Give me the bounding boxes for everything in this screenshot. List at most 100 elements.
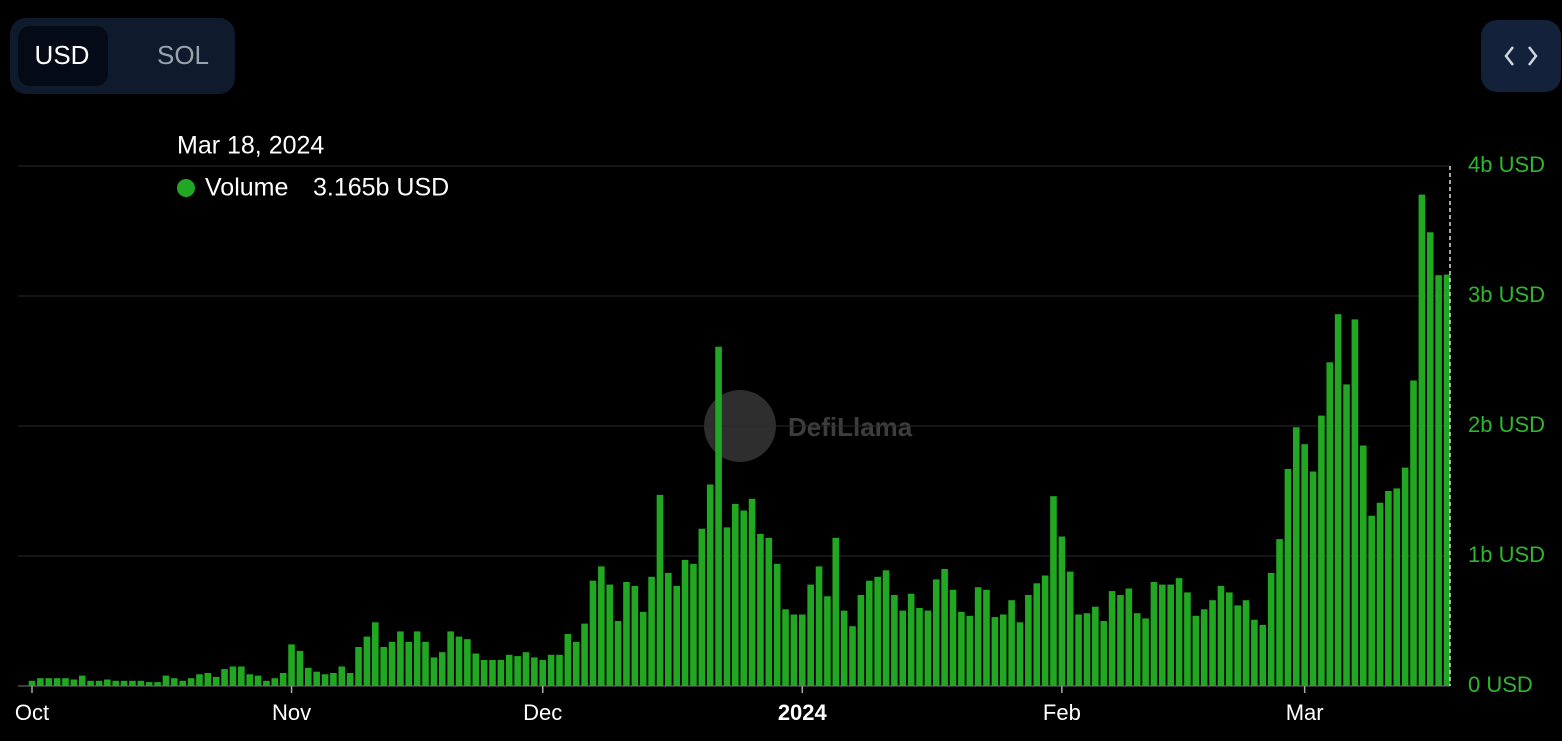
bar [1092, 606, 1099, 686]
bar [790, 614, 798, 686]
bar [162, 675, 170, 686]
bar [1226, 592, 1233, 686]
toggle-option[interactable]: SOL [157, 40, 209, 70]
bar [1318, 415, 1325, 686]
bar [757, 533, 764, 686]
bar [1376, 502, 1384, 686]
bar [238, 666, 245, 686]
y-tick-label: 3b USD [1468, 282, 1545, 307]
bar [37, 678, 44, 686]
tooltip-series: Volume [205, 174, 288, 202]
bar [1242, 600, 1250, 686]
toggle-selected[interactable] [18, 26, 108, 86]
tooltip-value: 3.165b USD [313, 174, 449, 202]
bar [916, 608, 923, 686]
bar [497, 660, 505, 686]
bar [1050, 496, 1057, 686]
bar [564, 634, 572, 686]
bar [1359, 445, 1367, 686]
bar [464, 639, 471, 686]
bar [28, 680, 36, 686]
bar [1192, 615, 1200, 686]
bar [882, 570, 890, 686]
bar [991, 617, 999, 686]
bar [1443, 274, 1451, 686]
bar [1159, 584, 1166, 686]
bar [832, 537, 840, 686]
bar [1309, 471, 1317, 686]
bar [665, 572, 672, 686]
bar [1426, 232, 1434, 687]
bar [78, 675, 86, 686]
x-tick-label: Feb [1043, 700, 1081, 725]
bar [355, 647, 362, 686]
tooltip-title: Mar 18, 2024 [177, 132, 324, 160]
bar [196, 674, 203, 686]
bar [1418, 194, 1426, 686]
bar [857, 595, 865, 686]
y-tick-label: 4b USD [1468, 152, 1545, 177]
bar [1150, 582, 1158, 686]
bar [740, 510, 747, 686]
bar [254, 675, 262, 686]
bar [874, 576, 881, 686]
bar [137, 680, 145, 686]
bar [120, 680, 128, 686]
x-tick-label: Dec [523, 700, 562, 725]
bar [924, 610, 932, 686]
bar [279, 673, 287, 686]
bar [1167, 584, 1174, 686]
bar [1033, 583, 1041, 686]
bar [698, 528, 706, 686]
bar [1008, 600, 1015, 686]
bar [765, 537, 773, 686]
bar [782, 609, 789, 686]
bar [681, 559, 689, 686]
bar [1276, 539, 1283, 686]
bar [614, 621, 622, 686]
bar [1016, 622, 1024, 686]
bar [748, 498, 756, 686]
bar [1410, 380, 1417, 686]
bar [1326, 362, 1334, 686]
bar [363, 636, 371, 686]
bar [70, 679, 78, 686]
bar [1267, 572, 1275, 686]
bar [129, 680, 136, 686]
bar [489, 660, 496, 686]
bar [1125, 588, 1133, 686]
bar [732, 504, 739, 686]
bar [271, 678, 279, 686]
bar [1385, 491, 1392, 686]
bar [531, 657, 538, 686]
bar [1284, 468, 1292, 686]
bar [891, 595, 898, 686]
bar [1025, 595, 1032, 686]
bar [1200, 609, 1208, 686]
embed-button[interactable] [1481, 20, 1561, 92]
bar [1075, 614, 1082, 686]
bar [547, 654, 555, 686]
bar [522, 652, 530, 686]
bar [715, 346, 722, 686]
bar [229, 666, 237, 686]
toggle-option[interactable]: USD [35, 40, 90, 70]
bar [187, 678, 195, 686]
bar [1334, 314, 1342, 686]
bar [87, 680, 94, 686]
bar [305, 667, 312, 686]
bar [1117, 595, 1124, 686]
bar [949, 589, 957, 686]
bar [95, 680, 103, 686]
y-tick-label: 2b USD [1468, 412, 1545, 437]
bar [581, 623, 588, 686]
bar [1435, 275, 1442, 686]
bar [1292, 427, 1300, 686]
bar [1184, 592, 1191, 686]
bar [824, 596, 831, 686]
bar [865, 580, 873, 686]
bar [815, 566, 823, 686]
bar [1209, 600, 1216, 686]
bar [639, 611, 647, 686]
bar [422, 641, 429, 686]
